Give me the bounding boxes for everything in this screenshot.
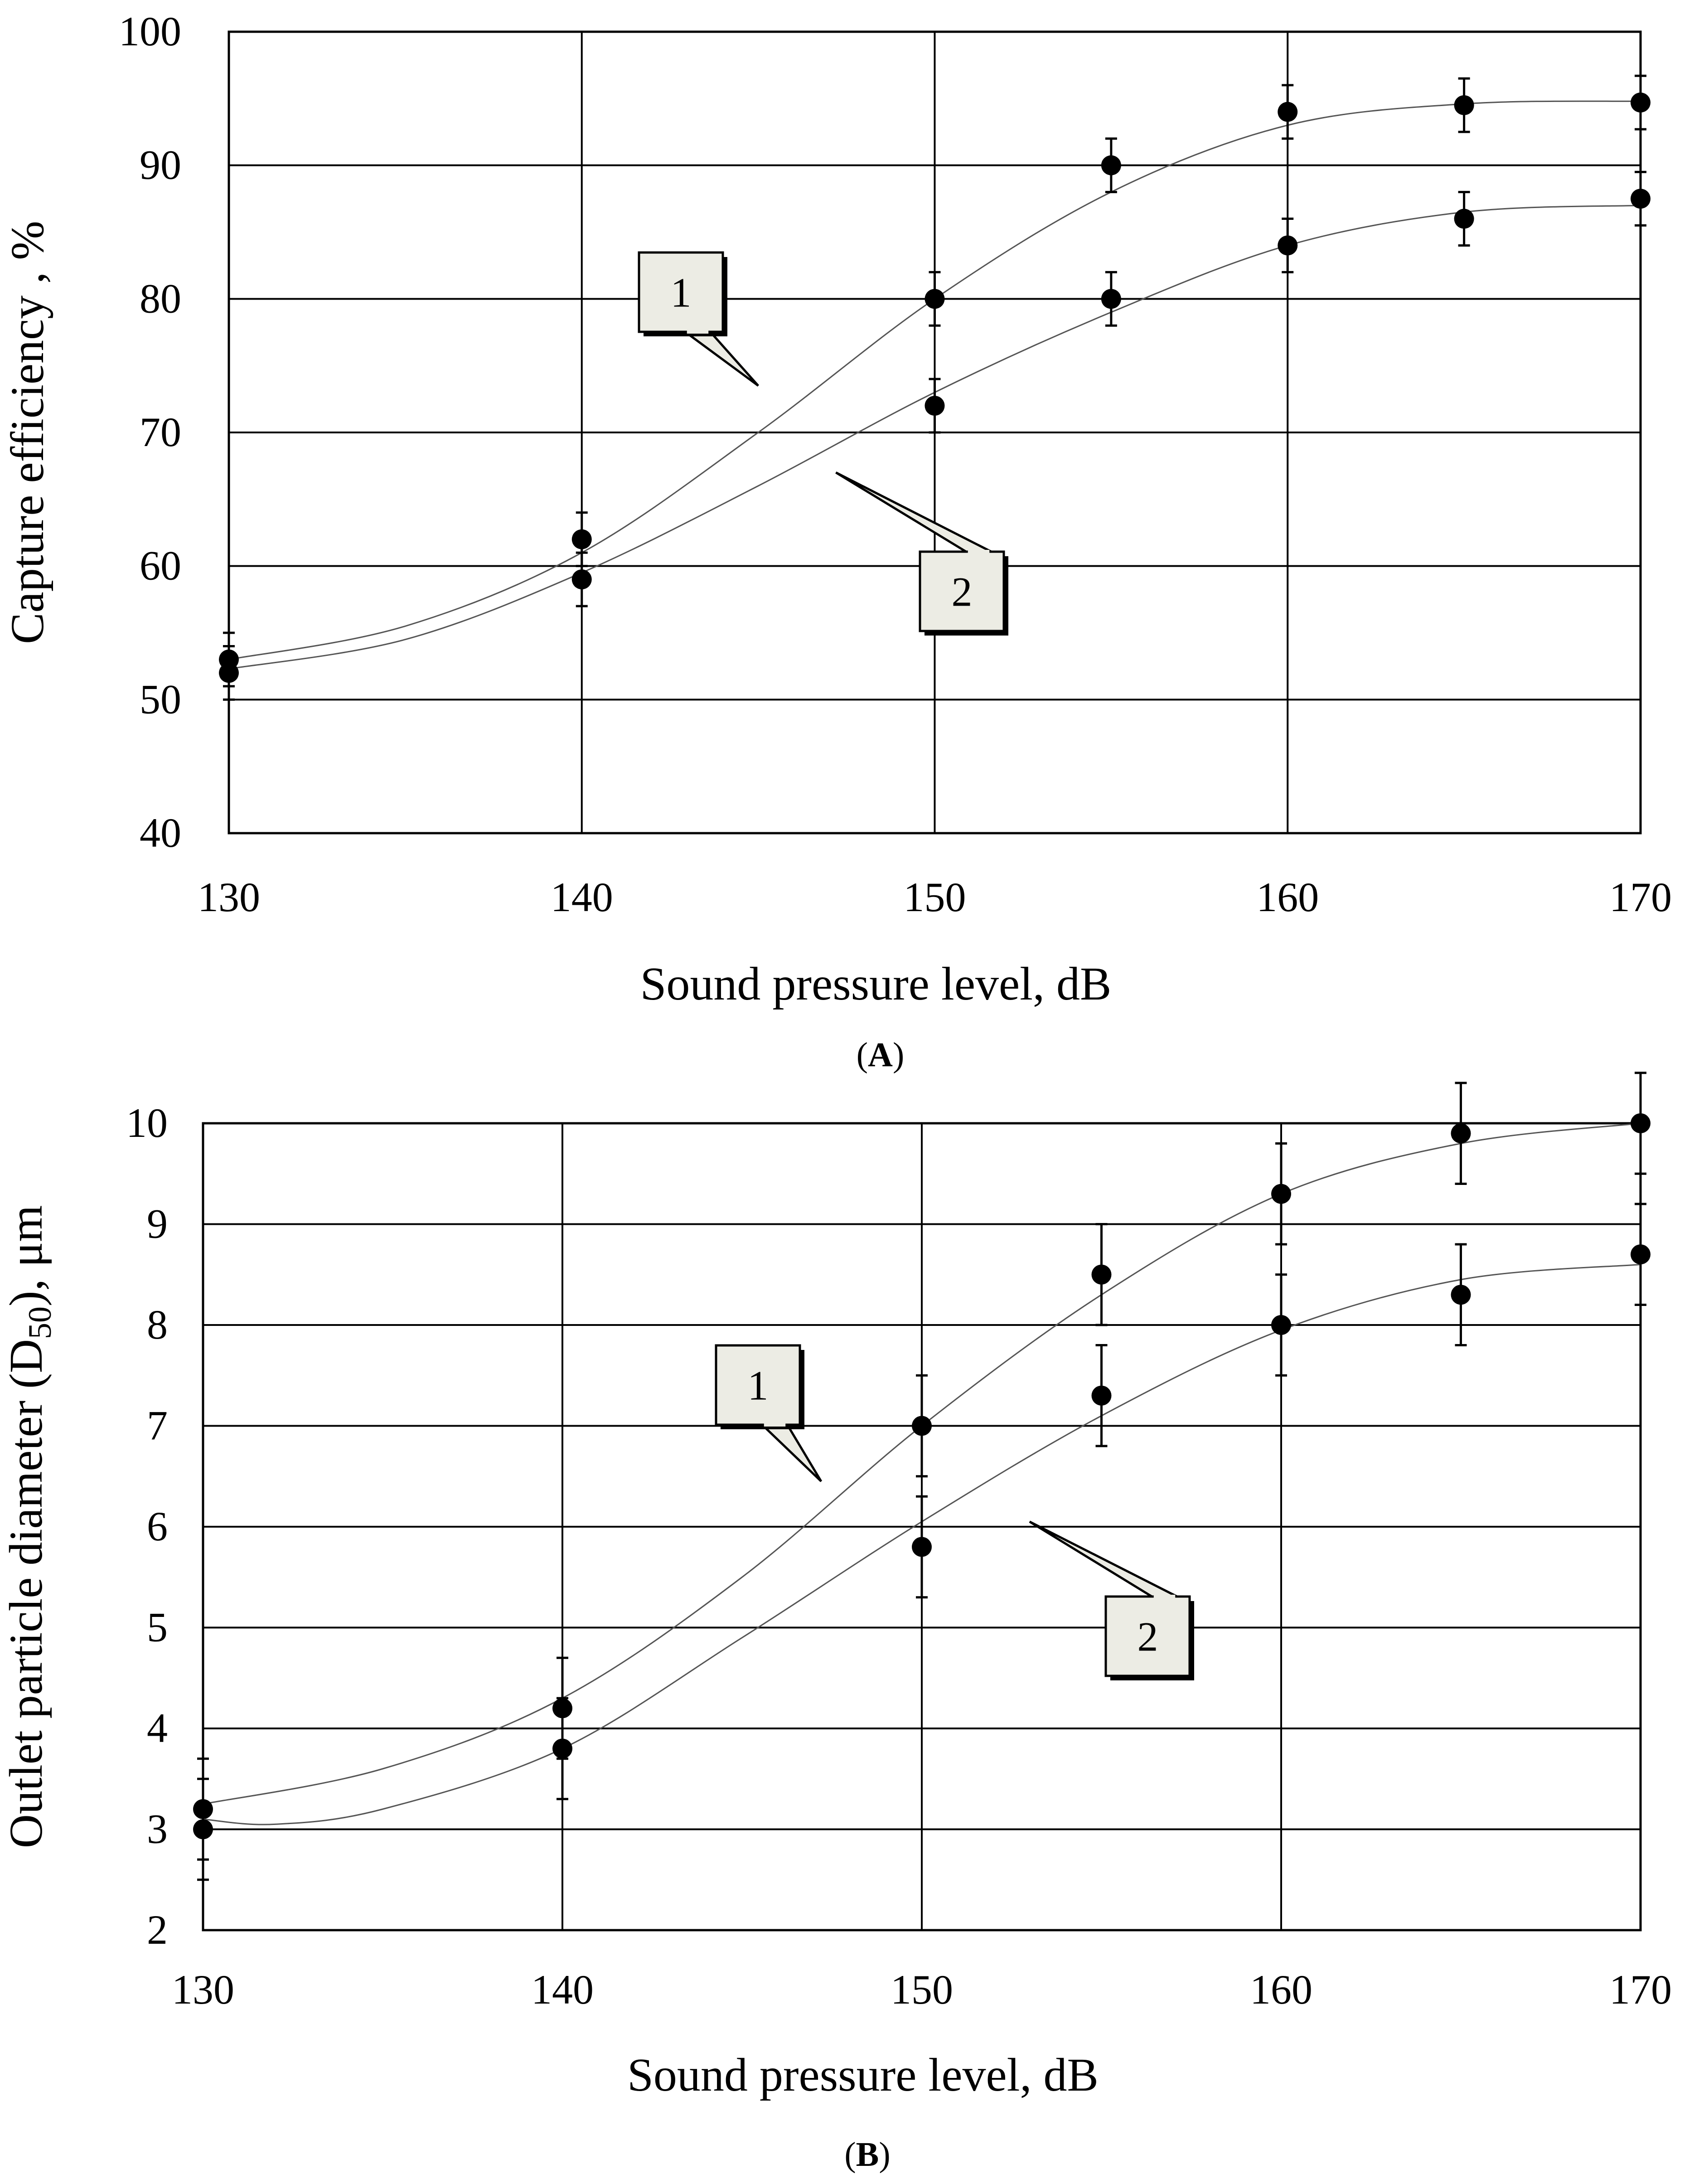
caption-close-paren: ) [879,2135,890,2174]
data-point-series-2 [1091,1385,1112,1406]
y-tick-label: 10 [126,1100,168,1146]
y-tick-label: 70 [140,409,181,455]
data-point-series-2 [912,1537,932,1557]
y-tick-label: 7 [147,1403,168,1449]
x-axis-label: Sound pressure level, dB [627,2049,1099,2101]
callout-label-2: 2 [1029,1520,1194,1680]
y-tick-label: 60 [140,543,181,589]
caption-close-paren: ) [893,1036,904,1074]
y-tick-label: 5 [147,1604,168,1650]
trend-line-series-2 [203,1264,1641,1825]
callout-label-1: 1 [715,1344,823,1482]
x-tick-label: 130 [172,1966,234,2013]
y-tick-label: 4 [147,1705,168,1751]
data-point-series-2 [1451,1285,1471,1305]
callout-box [919,550,1005,632]
x-tick-label: 140 [531,1966,594,2013]
data-point-series-1 [1451,1123,1471,1144]
data-point-series-2 [193,1819,213,1839]
y-axis-label-subscript: 50 [22,1306,58,1339]
callout-pointer [759,1423,823,1482]
callout-text: 2 [1138,1614,1158,1660]
data-point-series-1 [1091,1264,1112,1285]
y-tick-label: 9 [147,1201,168,1247]
callout-box [715,1344,801,1426]
y-tick-label: 8 [147,1301,168,1348]
data-point-series-2 [1631,1244,1651,1265]
x-tick-label: 160 [1250,1966,1312,2013]
data-point-series-2 [571,569,592,590]
data-point-series-1 [912,1416,932,1436]
data-point-series-1 [1271,1184,1291,1204]
data-point-series-2 [219,663,239,683]
data-point-series-1 [1278,102,1298,122]
callout-box [1104,1595,1191,1677]
y-tick-label: 80 [140,275,181,321]
panel-caption: (A) [857,1036,905,1074]
callout-text: 2 [952,569,973,615]
callout-text: 1 [748,1363,769,1409]
data-point-series-1 [1631,92,1651,113]
data-point-series-1 [1101,155,1121,175]
data-point-series-2 [925,396,945,416]
data-point-series-2 [1271,1315,1291,1335]
y-tick-label: 3 [147,1806,168,1852]
x-tick-label: 170 [1609,874,1672,920]
callout-label-2: 2 [835,471,1008,636]
caption-open-paren: ( [844,2135,856,2174]
caption-open-paren: ( [857,1036,868,1074]
plot-area-border [202,1122,1642,1932]
y-axis-label-unit: ), μm [0,1205,52,1306]
data-point-series-2 [552,1738,572,1759]
y-tick-label: 40 [140,810,181,856]
callout-pointer [1029,1520,1178,1598]
data-point-series-1 [571,529,592,549]
callout-box [638,251,724,333]
x-tick-label: 150 [904,874,966,920]
y-tick-label: 100 [119,8,181,54]
data-point-series-1 [925,289,945,309]
x-tick-label: 130 [198,874,260,920]
y-tick-label: 2 [147,1907,168,1953]
caption-letter: A [868,1036,893,1074]
callout-pointer [682,330,759,387]
data-point-series-2 [1631,189,1651,209]
y-axis-label: Outlet particle diameter (D50), μm [0,1205,58,1849]
y-tick-label: 6 [147,1503,168,1549]
panel-a-chart: 40 50 60 70 80 90 100 130 140 150 160 170 Sound pres… [1,8,1672,1074]
x-tick-label: 140 [551,874,613,920]
data-point-series-1 [1631,1113,1651,1133]
caption-letter: B [856,2135,879,2174]
callout-pointer [835,471,992,553]
data-point-series-2 [1278,235,1298,256]
callout-text: 1 [671,270,692,316]
plot-area-border [228,30,1642,835]
data-point-series-2 [1454,209,1474,229]
callout-label-1: 1 [638,251,759,387]
y-tick-label: 50 [140,676,181,722]
x-tick-label: 150 [891,1966,953,2013]
x-tick-label: 160 [1256,874,1319,920]
data-point-series-1 [1454,95,1474,116]
y-axis-label: Capture efficiency , % [1,221,53,644]
y-tick-label: 90 [140,142,181,188]
data-point-series-2 [1101,289,1121,309]
x-axis-label: Sound pressure level, dB [640,958,1112,1010]
panel-caption: (B) [844,2135,890,2174]
x-tick-label: 170 [1609,1966,1672,2013]
y-axis-label-main: Outlet particle diameter (D [0,1339,52,1848]
